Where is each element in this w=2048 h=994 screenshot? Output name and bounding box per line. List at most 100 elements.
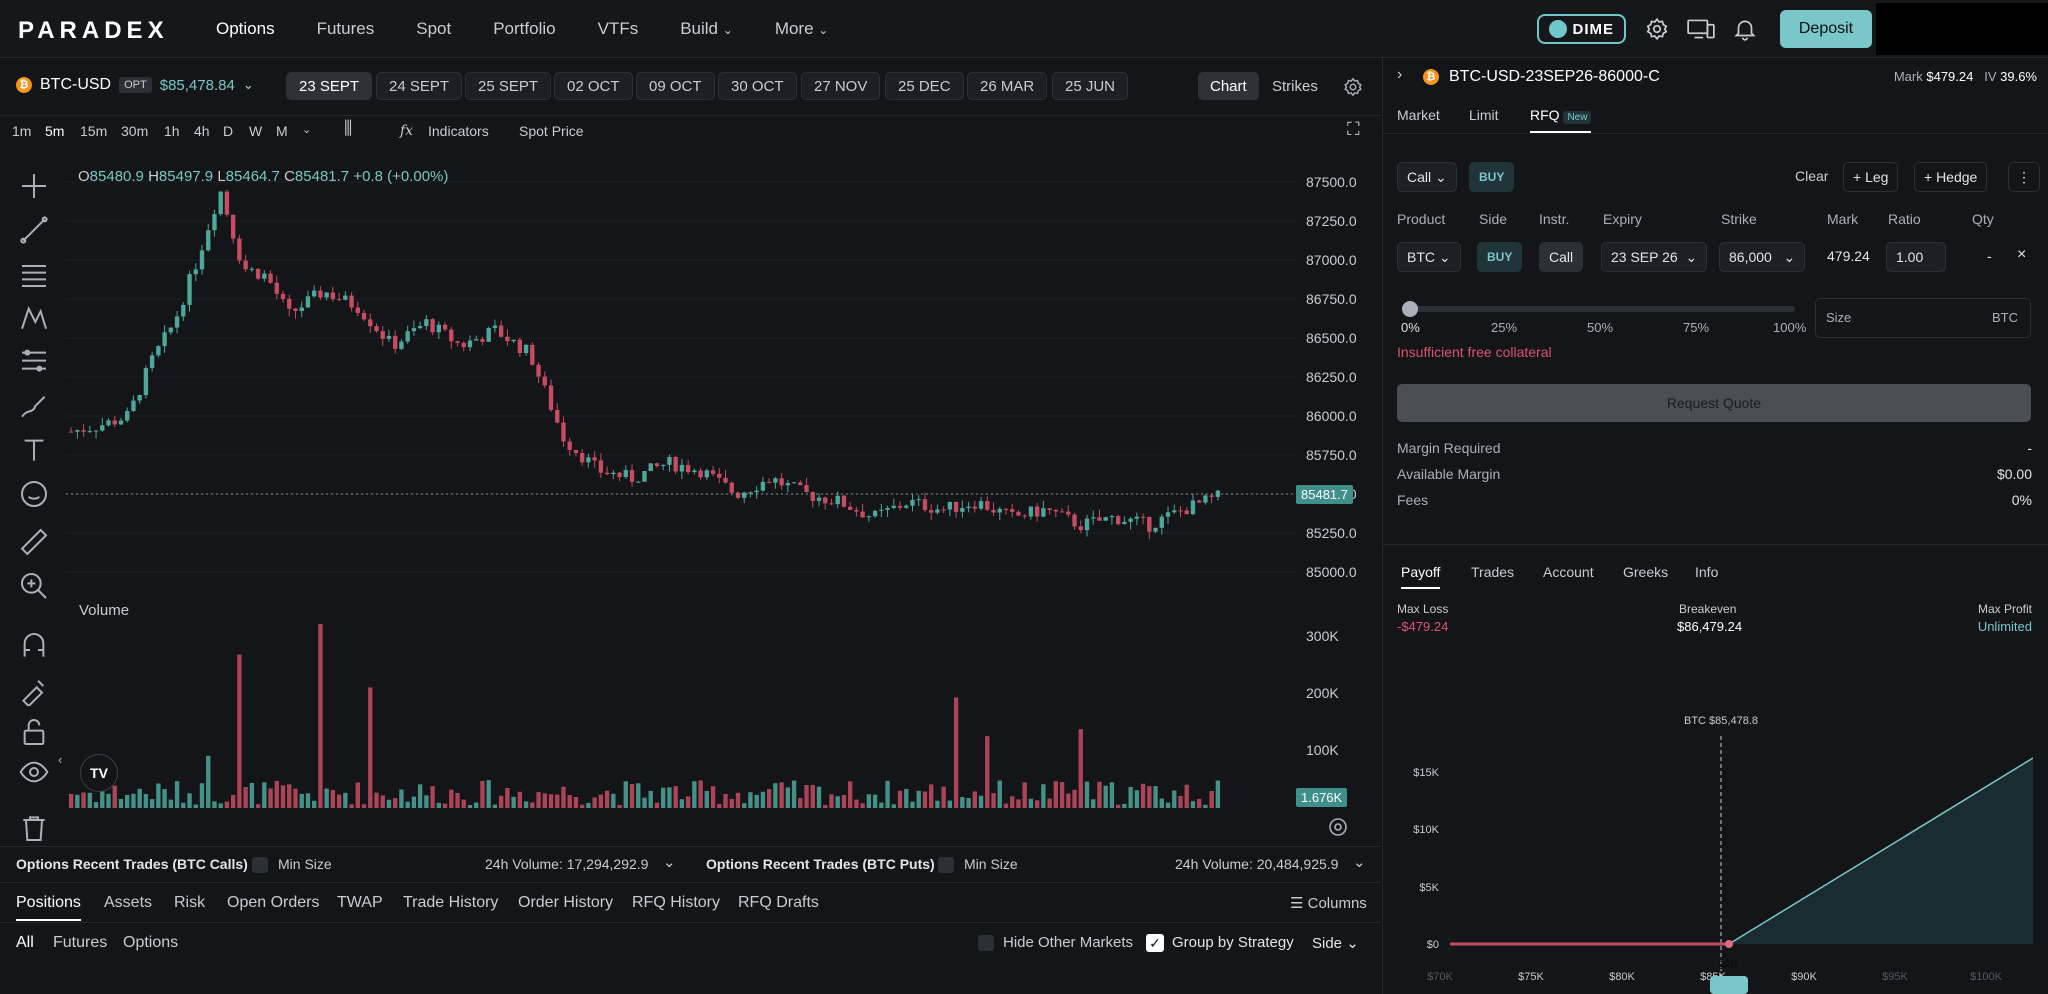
leg-product-select[interactable]: BTC ⌄ xyxy=(1397,242,1461,272)
slider-0[interactable]: 0% xyxy=(1401,320,1420,335)
nav-portfolio[interactable]: Portfolio xyxy=(493,19,556,38)
tab-positions[interactable]: Positions xyxy=(16,894,81,921)
slider-50[interactable]: 50% xyxy=(1587,320,1614,335)
size-slider-track[interactable] xyxy=(1409,306,1795,312)
account-redacted[interactable] xyxy=(1876,3,2048,55)
notification-bell-icon[interactable] xyxy=(1732,16,1758,42)
leg-strike-select[interactable]: 86,000 ⌄ xyxy=(1719,242,1806,272)
tab-info[interactable]: Info xyxy=(1695,564,1719,580)
tab-assets[interactable]: Assets xyxy=(104,894,153,911)
filter-futures[interactable]: Futures xyxy=(53,934,108,951)
calls-min-size-checkbox[interactable] xyxy=(252,857,268,873)
tab-trades[interactable]: Trades xyxy=(1471,564,1515,580)
calls-trades-title[interactable]: Options Recent Trades (BTC Calls) xyxy=(16,856,248,872)
spot-price-button[interactable]: Spot Price xyxy=(519,123,584,139)
expiry-25-jun[interactable]: 25 JUN xyxy=(1052,72,1129,100)
settings-gear-icon[interactable] xyxy=(1644,16,1670,42)
more-options-icon[interactable]: ⋮ xyxy=(2008,162,2040,192)
lock-drawing-icon[interactable] xyxy=(18,674,50,706)
trash-icon[interactable] xyxy=(18,812,50,844)
indicators-button[interactable]: Indicators xyxy=(428,123,489,139)
indicators-icon[interactable]: fx xyxy=(400,123,414,139)
expiry-09-oct[interactable]: 09 OCT xyxy=(636,72,715,100)
filter-all[interactable]: All xyxy=(16,934,34,951)
fullscreen-icon[interactable]: ⛶ xyxy=(1347,119,1360,139)
clear-button[interactable]: Clear xyxy=(1795,168,1829,184)
chevron-right-icon[interactable]: › xyxy=(1397,66,1403,83)
tf-5m[interactable]: 5m xyxy=(45,123,65,139)
chevron-down-icon[interactable]: ⌄ xyxy=(1353,854,1366,871)
nav-more[interactable]: More ⌄ xyxy=(775,19,829,39)
candle-type-icon[interactable]: ⫼ xyxy=(344,118,353,138)
crosshair-icon[interactable] xyxy=(18,170,50,202)
tab-twap[interactable]: TWAP xyxy=(337,894,383,911)
tradingview-logo-icon[interactable]: TV xyxy=(80,754,118,792)
tf-4h[interactable]: 4h xyxy=(194,123,210,139)
side-dropdown[interactable]: Side ⌄ xyxy=(1312,935,1359,952)
tab-trade-history[interactable]: Trade History xyxy=(403,894,499,911)
tab-market[interactable]: Market xyxy=(1397,107,1440,123)
eye-icon[interactable] xyxy=(18,756,50,788)
slider-25[interactable]: 25% xyxy=(1491,320,1518,335)
option-type-select[interactable]: Call ⌄ xyxy=(1397,162,1457,192)
tf-w[interactable]: W xyxy=(249,123,263,139)
tf-15m[interactable]: 15m xyxy=(80,123,108,139)
nav-spot[interactable]: Spot xyxy=(416,19,452,38)
tab-risk[interactable]: Risk xyxy=(174,894,206,911)
buy-toggle[interactable]: BUY xyxy=(1469,162,1515,192)
size-input[interactable]: Size BTC xyxy=(1815,298,2031,338)
dime-button[interactable]: DIME xyxy=(1536,14,1626,44)
columns-button[interactable]: ☰ Columns xyxy=(1290,894,1367,912)
zoom-in-icon[interactable] xyxy=(18,570,50,602)
tab-order-history[interactable]: Order History xyxy=(518,894,614,911)
expiry-27-nov[interactable]: 27 NOV xyxy=(801,72,881,100)
tab-strikes[interactable]: Strikes xyxy=(1272,77,1318,95)
fib-icon[interactable] xyxy=(18,346,50,378)
tab-greeks[interactable]: Greeks xyxy=(1623,564,1669,580)
size-slider-handle[interactable] xyxy=(1402,301,1418,317)
devices-icon[interactable] xyxy=(1686,16,1716,42)
leg-expiry-select[interactable]: 23 SEP 26 ⌄ xyxy=(1601,242,1708,272)
leg-ratio-input[interactable]: 1.00 xyxy=(1886,242,1946,272)
text-icon[interactable] xyxy=(18,434,50,466)
group-strategy-checkbox[interactable]: ✓ xyxy=(1146,934,1164,952)
axis-settings-icon[interactable] xyxy=(1326,815,1350,839)
candlestick-svg[interactable]: 19:30 21:00 22:30 22 01:30 03:00 04:30 06:00 07:… xyxy=(66,160,1305,835)
nav-vtfs[interactable]: VTFs xyxy=(597,19,639,38)
payoff-chart[interactable]: $15K$10K$5K$0$70K$75K$80K$85K$90K$95K$10… xyxy=(1383,644,2048,994)
expiry-24-sept[interactable]: 24 SEPT xyxy=(376,72,463,100)
request-quote-button[interactable]: Request Quote xyxy=(1397,384,2031,422)
nav-options[interactable]: Options xyxy=(216,19,275,38)
leg-instr-toggle[interactable]: Call xyxy=(1539,242,1584,272)
tf-d[interactable]: D xyxy=(223,123,234,139)
slider-75[interactable]: 75% xyxy=(1683,320,1710,335)
tab-limit[interactable]: Limit xyxy=(1469,107,1499,123)
chevron-down-icon[interactable]: ⌄ xyxy=(663,854,676,871)
tab-open-orders[interactable]: Open Orders xyxy=(227,894,320,911)
chart-settings-icon[interactable] xyxy=(1342,76,1364,98)
add-hedge-button[interactable]: + Hedge xyxy=(1914,162,1988,192)
hide-other-markets-checkbox[interactable] xyxy=(978,935,994,951)
nav-futures[interactable]: Futures xyxy=(316,19,375,38)
brush-icon[interactable] xyxy=(18,390,50,422)
expiry-30-oct[interactable]: 30 OCT xyxy=(718,72,797,100)
tab-rfq-drafts[interactable]: RFQ Drafts xyxy=(738,894,819,911)
tf-1m[interactable]: 1m xyxy=(12,123,32,139)
nav-build[interactable]: Build ⌄ xyxy=(680,19,733,39)
magnet-icon[interactable] xyxy=(18,630,50,662)
lock-icon[interactable] xyxy=(18,716,50,748)
market-selector[interactable]: ₿ BTC-USD OPT $85,478.84 ⌄ xyxy=(16,76,254,94)
price-axis[interactable]: 87500.0 87250.0 87000.0 86750.0 86500.0 86250… xyxy=(1296,160,1380,820)
price-chart[interactable]: 19:30 21:00 22:30 22 01:30 03:00 04:30 06:00 07:… xyxy=(66,160,1305,835)
trend-line-icon[interactable] xyxy=(18,214,50,246)
expiry-02-oct[interactable]: 02 OCT xyxy=(554,72,633,100)
tab-payoff[interactable]: Payoff xyxy=(1401,564,1441,589)
tf-1h[interactable]: 1h xyxy=(164,123,180,139)
deposit-button[interactable]: Deposit xyxy=(1780,10,1872,48)
expiry-26-mar[interactable]: 26 MAR xyxy=(967,72,1048,100)
slider-100[interactable]: 100% xyxy=(1773,320,1807,335)
chevron-down-icon[interactable]: ⌄ xyxy=(302,124,312,136)
expiry-25-dec[interactable]: 25 DEC xyxy=(885,72,964,100)
leg-side-toggle[interactable]: BUY xyxy=(1477,242,1523,272)
ruler-icon[interactable] xyxy=(18,526,50,558)
